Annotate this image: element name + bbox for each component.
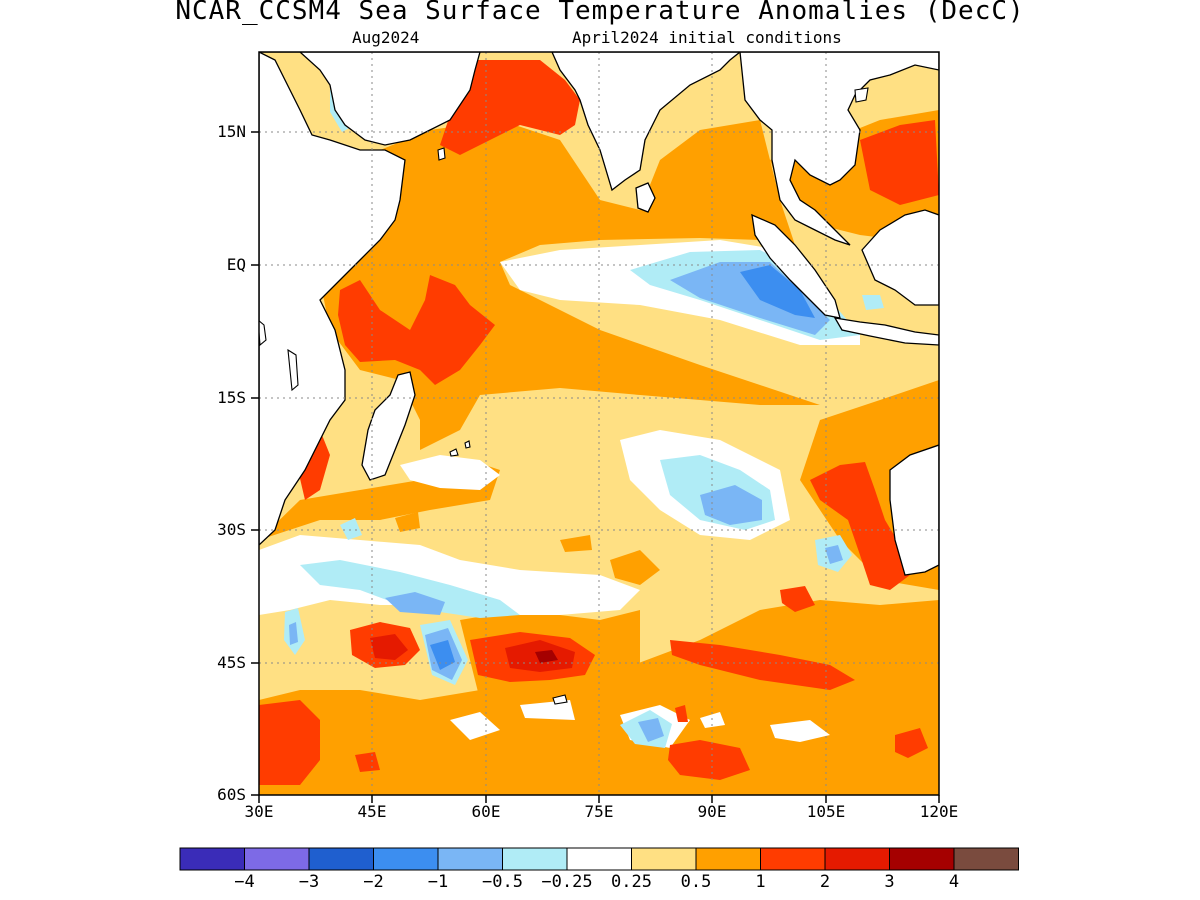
colorbar-swatch-12 bbox=[953, 847, 1019, 871]
colorbar-label-10: 3 bbox=[884, 872, 895, 892]
colorbar-label-11: 4 bbox=[948, 872, 960, 892]
y-label-15n: 15N bbox=[217, 122, 246, 141]
colorbar-label-4: −0.5 bbox=[482, 872, 523, 892]
colorbar-swatch-8 bbox=[695, 847, 761, 871]
borneo-island bbox=[861, 209, 939, 306]
colorbar-swatch-7 bbox=[631, 847, 697, 871]
grid bbox=[259, 52, 939, 795]
axis-ticks bbox=[251, 131, 940, 803]
y-label-eq: EQ bbox=[226, 255, 246, 274]
x-label-90e: 90E bbox=[697, 802, 727, 821]
colorbar-swatch-6 bbox=[566, 847, 632, 871]
y-label-45s: 45S bbox=[217, 653, 246, 672]
y-label-15s: 15S bbox=[217, 388, 246, 407]
java-island bbox=[833, 317, 939, 346]
small-islands bbox=[259, 87, 869, 705]
colorbar-swatch-5 bbox=[502, 847, 568, 871]
x-label-30e: 30E bbox=[244, 802, 274, 821]
initial-conditions: April2024 initial conditions bbox=[572, 28, 842, 47]
sumatra-island bbox=[751, 213, 841, 319]
colorbar-swatch-11 bbox=[889, 847, 955, 871]
colorbar-label-0: −4 bbox=[234, 872, 255, 892]
anomaly-field bbox=[259, 52, 939, 795]
x-label-60e: 60E bbox=[471, 802, 501, 821]
colorbar-label-9: 2 bbox=[819, 872, 831, 892]
x-label-120e: 120E bbox=[919, 802, 959, 821]
x-label-105e: 105E bbox=[806, 802, 846, 821]
colorbar-swatch-9 bbox=[760, 847, 826, 871]
sri-lanka-island bbox=[635, 182, 656, 213]
colorbar-swatch-2 bbox=[308, 847, 374, 871]
colorbar-swatch-4 bbox=[437, 847, 503, 871]
anomaly-moderate-negative-regions bbox=[289, 262, 843, 742]
colorbar-label-6: 0.25 bbox=[611, 872, 652, 892]
x-label-45e: 45E bbox=[357, 802, 387, 821]
y-label-60s: 60S bbox=[217, 785, 246, 804]
southeast-asia-landmass bbox=[739, 52, 939, 246]
colorbar-label-1: −3 bbox=[298, 872, 320, 892]
colorbar-label-2: −2 bbox=[363, 872, 384, 892]
madagascar-island bbox=[361, 371, 416, 481]
y-label-30s: 30S bbox=[217, 520, 246, 539]
colorbar-label-7: 0.5 bbox=[680, 872, 712, 892]
map-title: NCAR_CCSM4 Sea Surface Temperature Anoma… bbox=[175, 0, 1025, 26]
land-masses bbox=[259, 52, 939, 576]
colorbar-label-5: −0.25 bbox=[541, 872, 593, 892]
anomaly-extreme-positive-core bbox=[535, 650, 558, 663]
colorbar-swatch-0 bbox=[179, 847, 245, 871]
india-landmass bbox=[551, 52, 742, 192]
colorbar-label-8: 1 bbox=[755, 872, 766, 892]
colorbar-swatch-10 bbox=[824, 847, 890, 871]
arabia-africa-landmass bbox=[259, 52, 481, 546]
colorbar-swatch-3 bbox=[373, 847, 439, 871]
colorbar bbox=[179, 847, 1019, 871]
forecast-month: Aug2024 bbox=[352, 28, 420, 47]
anomaly-strong-negative-regions bbox=[430, 265, 815, 670]
colorbar-swatch-1 bbox=[244, 847, 310, 871]
australia-landmass bbox=[889, 444, 939, 576]
colorbar-label-3: −1 bbox=[427, 872, 449, 892]
x-label-75e: 75E bbox=[584, 802, 614, 821]
